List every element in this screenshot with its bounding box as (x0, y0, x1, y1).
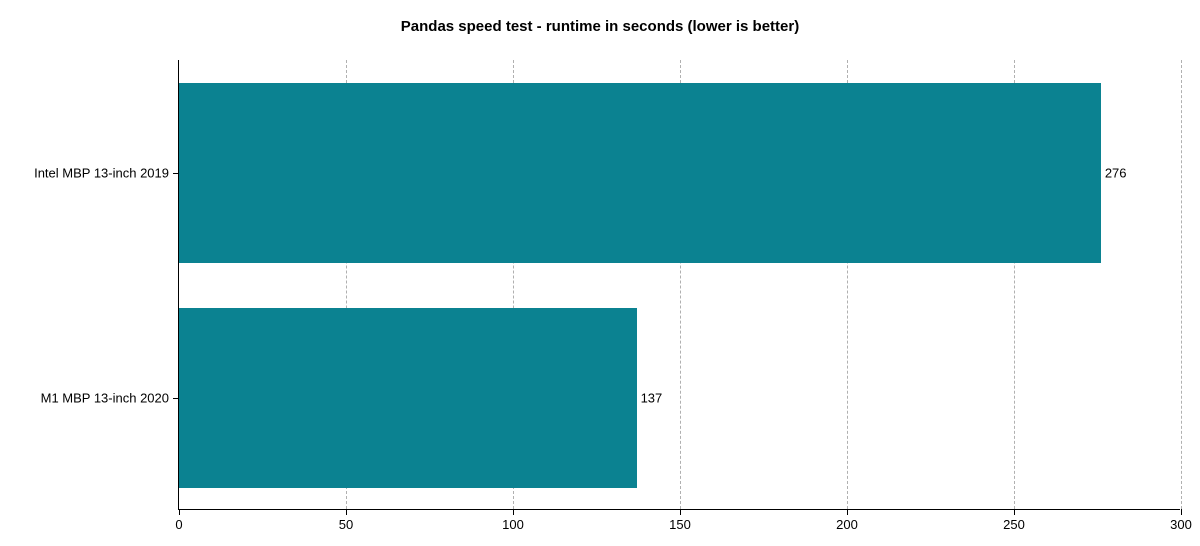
y-tick-mark (173, 398, 179, 399)
x-tick-label: 250 (1003, 517, 1025, 532)
y-tick-label: M1 MBP 13-inch 2020 (41, 390, 169, 405)
x-tick-mark (1181, 509, 1182, 515)
bar-value-label: 137 (641, 390, 663, 405)
x-tick-label: 100 (502, 517, 524, 532)
x-tick-mark (513, 509, 514, 515)
grid-line (1181, 60, 1182, 509)
x-tick-label: 50 (339, 517, 353, 532)
x-tick-label: 150 (669, 517, 691, 532)
bar (179, 83, 1101, 263)
x-tick-mark (847, 509, 848, 515)
x-tick-mark (346, 509, 347, 515)
x-tick-label: 300 (1170, 517, 1192, 532)
x-tick-label: 0 (175, 517, 182, 532)
x-tick-label: 200 (836, 517, 858, 532)
x-tick-mark (179, 509, 180, 515)
y-tick-mark (173, 173, 179, 174)
x-tick-mark (1014, 509, 1015, 515)
bar-value-label: 276 (1105, 165, 1127, 180)
y-tick-label: Intel MBP 13-inch 2019 (34, 165, 169, 180)
chart-container: Pandas speed test - runtime in seconds (… (0, 0, 1200, 546)
bar (179, 308, 637, 488)
plot-area: 050100150200250300Intel MBP 13-inch 2019… (178, 60, 1180, 510)
x-tick-mark (680, 509, 681, 515)
chart-title: Pandas speed test - runtime in seconds (… (0, 18, 1200, 35)
